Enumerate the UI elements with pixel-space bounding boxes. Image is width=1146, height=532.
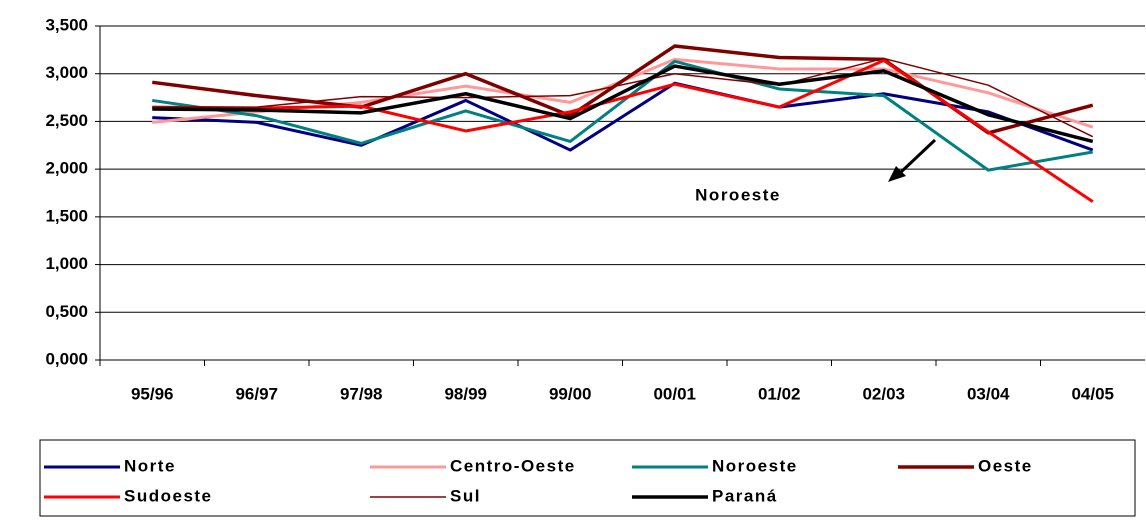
series-line	[152, 58, 1094, 203]
legend-label: Paraná	[712, 486, 778, 505]
y-tick-label: 2,000	[45, 159, 88, 178]
y-tick-label: 3,500	[45, 15, 88, 34]
legend-box	[39, 439, 1136, 517]
x-tick-label: 95/96	[131, 384, 174, 403]
legend-label: Sudoeste	[124, 486, 213, 505]
legend-label: Sul	[450, 486, 481, 505]
y-tick-label: 1,000	[45, 254, 88, 273]
series-line	[152, 57, 1094, 138]
x-tick-label: 04/05	[1071, 384, 1114, 403]
annotation: Noroeste	[695, 185, 781, 204]
x-tick-label: 99/00	[549, 384, 592, 403]
y-tick-label: 1,500	[45, 206, 88, 225]
y-tick-label: 0,500	[45, 302, 88, 321]
legend-label: Norte	[124, 456, 176, 475]
x-tick-label: 02/03	[862, 384, 905, 403]
series-line	[152, 59, 1094, 172]
annotation-arrow	[898, 138, 937, 175]
x-tick-label: 98/99	[444, 384, 487, 403]
y-tick-label: 3,000	[45, 63, 88, 82]
series-line	[152, 44, 1094, 135]
x-tick-label: 00/01	[653, 384, 696, 403]
legend-label: Oeste	[978, 456, 1033, 475]
series-line	[152, 81, 1094, 152]
annotation-arrowhead	[888, 166, 906, 182]
x-tick-label: 03/04	[967, 384, 1010, 403]
x-tick-label: 96/97	[235, 384, 278, 403]
series-line	[152, 64, 1094, 144]
x-tick-label: 97/98	[340, 384, 383, 403]
legend-label: Noroeste	[712, 456, 798, 475]
legend-label: Centro-Oeste	[450, 456, 576, 475]
y-tick-label: 0,000	[45, 349, 88, 368]
x-tick-label: 01/02	[758, 384, 801, 403]
y-tick-label: 2,500	[45, 111, 88, 130]
